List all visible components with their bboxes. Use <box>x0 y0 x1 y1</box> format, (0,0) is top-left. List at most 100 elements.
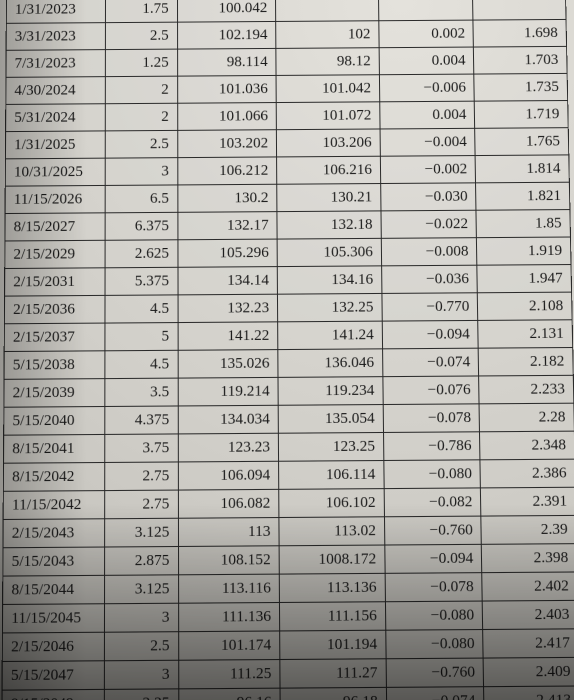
table-cell: 106.094 <box>178 461 279 490</box>
table-row: 8/15/20422.75106.094106.114−0.0802.386 <box>3 459 574 491</box>
table-cell: 2.75 <box>104 490 178 519</box>
table-cell: 5/31/2024 <box>6 104 105 132</box>
table-cell: 6.375 <box>105 212 178 240</box>
table-cell: 2/15/2029 <box>5 240 105 268</box>
table-cell <box>276 0 379 21</box>
table-cell: 8/15/2027 <box>5 213 105 241</box>
table-cell: 132.23 <box>178 294 278 322</box>
table-cell: 0.002 <box>379 20 474 48</box>
table-cell: 106.216 <box>277 156 381 184</box>
table-cell: 3/31/2023 <box>6 23 105 51</box>
table-cell: 2.402 <box>482 572 574 601</box>
table-cell: 2.75 <box>104 462 178 491</box>
table-row: 5/15/20384.5135.026136.046−0.0742.182 <box>4 347 573 379</box>
table-cell: 3 <box>104 660 178 689</box>
table-cell: 1.698 <box>473 19 566 47</box>
table-cell: 105.296 <box>178 239 278 267</box>
table-cell: 113 <box>178 518 279 547</box>
table-cell: 2.39 <box>481 515 574 544</box>
table-cell: 8/15/2041 <box>4 434 105 463</box>
table-cell: 134.14 <box>178 267 278 295</box>
table-cell: 134.034 <box>178 405 279 434</box>
table-cell: −0.004 <box>380 128 476 156</box>
table-cell: 2.233 <box>479 375 574 404</box>
table-row: 4/30/20242101.036101.042−0.0061.735 <box>6 73 568 104</box>
table-cell: 8/15/2042 <box>3 462 104 491</box>
screenshot-page: 1/31/20231.75100.0423/31/20232.5102.1941… <box>0 0 574 700</box>
table-cell: −0.094 <box>385 544 482 573</box>
table-cell: 3.125 <box>104 575 178 604</box>
table-cell: −0.006 <box>379 74 474 102</box>
table-cell: 100.042 <box>177 0 276 22</box>
table-cell: −0.080 <box>384 460 481 489</box>
table-cell: −0.080 <box>385 601 483 630</box>
table-cell: 101.066 <box>177 103 276 131</box>
table-cell: 1.821 <box>476 182 570 210</box>
table-cell: 106.082 <box>178 489 279 518</box>
table-cell: 7/31/2023 <box>6 50 105 78</box>
table-cell: 10/31/2025 <box>5 158 105 186</box>
table-cell: 2.409 <box>484 657 574 686</box>
table-cell: 101.042 <box>276 75 379 103</box>
table-cell: 2/15/2043 <box>3 519 104 548</box>
table-cell: 141.22 <box>178 322 278 350</box>
table-row: 1/31/20252.5103.202103.206−0.0041.765 <box>5 128 568 159</box>
table-row: 2/15/20462.5101.174101.194−0.0802.417 <box>2 629 574 662</box>
table-cell: 5.375 <box>105 267 178 295</box>
table-cell: 2.131 <box>478 320 573 348</box>
table-cell: 2.413 <box>484 686 574 700</box>
table-cell: 106.102 <box>279 489 384 518</box>
table-row: 5/15/20473111.25111.27−0.7602.409 <box>2 657 574 690</box>
table-cell: −0.082 <box>384 488 481 517</box>
table-row: 2/15/20393.5119.214119.234−0.0762.233 <box>4 375 574 407</box>
table-cell: 103.206 <box>277 129 381 157</box>
table-cell: −0.074 <box>383 348 480 376</box>
table-cell: 2.28 <box>480 403 574 432</box>
table-cell: 1.814 <box>476 155 570 183</box>
table-cell: 1.765 <box>475 128 569 156</box>
table-cell: 135.026 <box>178 350 278 379</box>
table-cell: −0.008 <box>381 238 477 266</box>
table-row: 7/31/20231.2598.11498.120.0041.703 <box>6 46 567 77</box>
table-cell: 1.735 <box>474 73 567 101</box>
table-cell: 102 <box>276 21 379 49</box>
table-cell: 3 <box>104 603 178 632</box>
table-cell: 113.02 <box>279 517 385 546</box>
table-cell: 11/15/2026 <box>5 185 105 213</box>
table-cell: 1/31/2023 <box>6 0 105 23</box>
table-cell: 2.108 <box>478 292 572 320</box>
table-cell: −0.078 <box>383 404 480 433</box>
table-cell: 2/15/2039 <box>4 379 105 408</box>
table-cell: 3 <box>105 158 178 186</box>
table-cell: 105.306 <box>277 238 381 266</box>
table-cell: 1.703 <box>474 46 567 74</box>
table-cell: 11/15/2042 <box>3 491 104 520</box>
table-row: 11/15/20266.5130.2130.21−0.0301.821 <box>5 182 570 213</box>
table-cell: 2.5 <box>105 22 177 49</box>
table-cell: 2.5 <box>104 632 178 661</box>
table-cell: 11/15/2045 <box>2 604 104 633</box>
table-cell: −0.036 <box>382 265 478 293</box>
table-cell: 4.375 <box>104 406 177 434</box>
table-cell: −0.786 <box>383 432 480 461</box>
table-cell: 4.5 <box>105 295 178 323</box>
table-cell: 101.174 <box>178 631 280 660</box>
table-cell: 2.417 <box>483 629 574 658</box>
table-cell: 123.23 <box>178 433 279 462</box>
table-cell: −0.076 <box>383 376 480 405</box>
table-row: 5/31/20242101.066101.0720.0041.719 <box>6 101 569 132</box>
table-cell: 8/15/2049 <box>2 689 104 700</box>
table-cell: 141.24 <box>278 321 383 349</box>
table-cell: −0.022 <box>381 210 477 238</box>
table-cell: 98.114 <box>177 48 276 76</box>
table-cell: 108.152 <box>178 546 279 575</box>
table-cell: 1.75 <box>105 0 177 23</box>
table-cell: 1.25 <box>105 49 177 77</box>
table-cell: 1.719 <box>475 101 569 129</box>
table-cell: 2.391 <box>481 487 574 516</box>
table-cell: 1/31/2025 <box>5 131 104 159</box>
table-row: 2/15/20315.375134.14134.16−0.0361.947 <box>5 265 572 297</box>
table-cell: 1.919 <box>477 237 571 265</box>
table-cell: −0.770 <box>382 293 478 321</box>
table-cell: 96.16 <box>178 688 280 700</box>
